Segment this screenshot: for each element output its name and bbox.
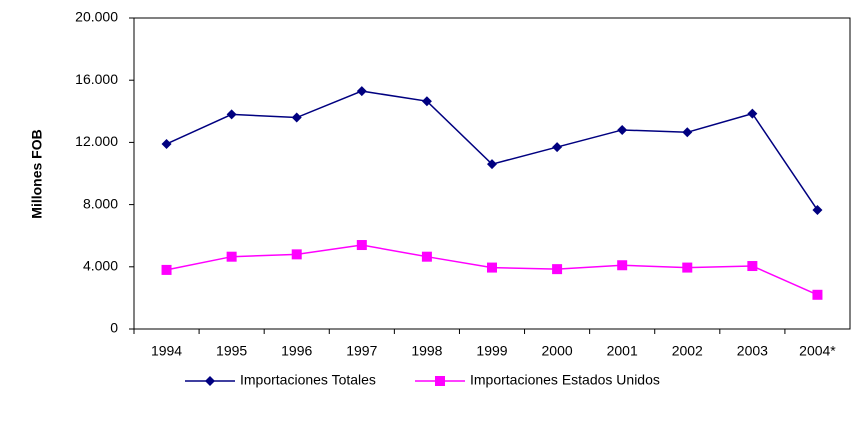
y-tick-label: 8.000	[83, 195, 118, 211]
marker	[226, 251, 237, 262]
x-tick-label: 2004*	[799, 343, 836, 359]
marker	[291, 249, 302, 260]
marker	[747, 261, 758, 272]
marker	[356, 86, 367, 97]
y-tick-label: 20.000	[75, 9, 118, 25]
marker	[161, 264, 172, 275]
marker	[205, 376, 215, 386]
y-tick-label: 4.000	[83, 258, 118, 274]
x-tick-label: 2000	[542, 343, 573, 359]
marker	[356, 240, 367, 251]
marker	[682, 262, 693, 273]
y-tick-label: 12.000	[75, 133, 118, 149]
plot-area	[133, 17, 851, 330]
x-tick-label: 1996	[281, 343, 312, 359]
marker	[487, 262, 497, 273]
marker	[812, 205, 823, 216]
y-tick-label: 0	[110, 320, 118, 336]
line	[166, 90, 819, 211]
marker	[552, 142, 563, 153]
marker	[617, 124, 628, 135]
marker	[421, 251, 432, 262]
marker	[421, 96, 432, 107]
x-tick-label: 2002	[672, 343, 703, 359]
y-axis-label: Millones FOB	[29, 129, 45, 218]
x-tick-label: 1994	[151, 343, 182, 359]
marker	[812, 289, 823, 300]
legend-label: Importaciones Totales	[240, 372, 376, 388]
x-tick-label: 1998	[411, 343, 442, 359]
marker	[435, 376, 445, 386]
marker	[747, 108, 758, 119]
marker	[487, 159, 497, 170]
marker	[552, 264, 563, 275]
marker	[291, 112, 302, 123]
x-tick-label: 1999	[476, 343, 507, 359]
legend-label: Importaciones Estados Unidos	[470, 372, 660, 388]
x-tick-label: 1995	[216, 343, 247, 359]
x-tick-label: 2003	[737, 343, 768, 359]
marker	[617, 260, 628, 271]
marker	[682, 127, 693, 138]
marker	[226, 109, 237, 120]
marker	[161, 138, 172, 149]
y-tick-label: 16.000	[75, 71, 118, 87]
x-tick-label: 1997	[346, 343, 377, 359]
x-tick-label: 2001	[607, 343, 638, 359]
